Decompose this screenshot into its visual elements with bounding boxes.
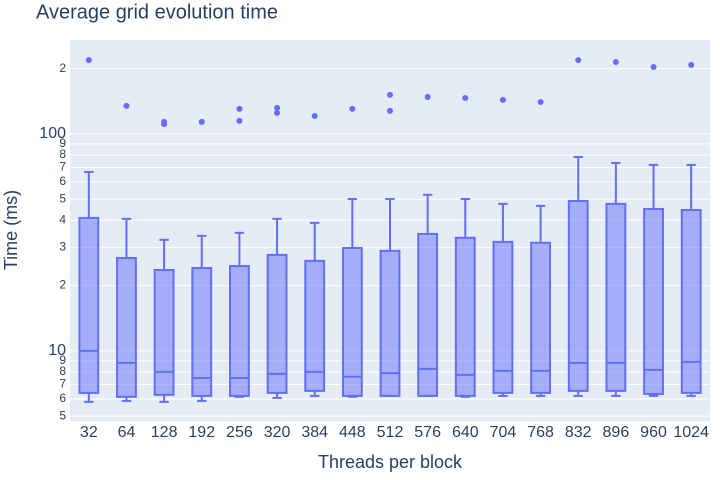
- box: [153, 268, 175, 396]
- x-tick-label: 704: [490, 424, 517, 441]
- box: [567, 199, 589, 392]
- outlier: [537, 99, 544, 106]
- y-tick-label: 9: [59, 353, 66, 367]
- outlier: [575, 57, 582, 64]
- x-tick-label: 448: [339, 424, 366, 441]
- box: [229, 265, 250, 397]
- box: [417, 232, 439, 397]
- outlier: [85, 57, 92, 64]
- outlier: [462, 94, 469, 101]
- box: [341, 246, 363, 397]
- x-tick-label: 576: [414, 424, 441, 441]
- outlier: [161, 121, 168, 128]
- y-tick-label: 100: [39, 125, 66, 142]
- x-tick-label: 896: [603, 424, 630, 441]
- x-tick-label: 1024: [673, 424, 709, 441]
- y-tick-label: 4: [59, 212, 66, 226]
- outlier: [499, 96, 506, 103]
- box: [605, 202, 627, 392]
- outlier: [311, 112, 318, 119]
- x-tick-label: 384: [301, 424, 328, 441]
- box: [379, 249, 401, 397]
- y-tick-label: 5: [59, 191, 66, 205]
- outlier: [688, 62, 695, 69]
- y-tick-label: 8: [59, 364, 66, 378]
- y-tick-label: 3: [59, 240, 66, 254]
- box: [78, 216, 100, 394]
- box: [492, 240, 514, 394]
- box: [266, 253, 288, 394]
- outlier: [424, 93, 431, 100]
- outlier: [198, 118, 205, 125]
- x-tick-label: 128: [151, 424, 178, 441]
- x-tick-label: 960: [640, 424, 667, 441]
- y-tick-label: 9: [59, 136, 66, 150]
- box: [680, 208, 702, 394]
- x-tick-label: 192: [188, 424, 215, 441]
- y-axis-title: Time (ms): [1, 190, 21, 270]
- outlier: [274, 104, 281, 111]
- y-tick-label: 6: [59, 174, 66, 188]
- y-tick-label: 7: [59, 377, 66, 391]
- outlier: [387, 91, 393, 98]
- outlier: [650, 63, 657, 70]
- box: [530, 241, 551, 394]
- x-tick-label: 32: [80, 424, 98, 441]
- y-tick-label: 8: [59, 147, 66, 161]
- x-tick-label: 512: [377, 424, 404, 441]
- outlier: [274, 109, 281, 116]
- outlier: [387, 107, 393, 114]
- x-tick-label: 768: [527, 424, 554, 441]
- x-tick-label: 320: [264, 424, 291, 441]
- box: [304, 259, 326, 392]
- chart-title: Average grid evolution time: [36, 1, 278, 23]
- y-tick-label: 7: [59, 160, 66, 174]
- y-tick-label: 6: [59, 391, 66, 405]
- outlier: [123, 102, 130, 109]
- y-tick-label: 2: [59, 278, 66, 292]
- x-tick-label: 640: [452, 424, 479, 441]
- box: [116, 256, 137, 398]
- y-tick-label: 10: [48, 342, 66, 359]
- y-tick-label: 2: [59, 61, 66, 75]
- outlier: [236, 105, 243, 112]
- outlier: [612, 58, 619, 65]
- x-axis-title: Threads per block: [318, 452, 463, 472]
- outlier: [349, 105, 356, 112]
- x-tick-label: 256: [226, 424, 253, 441]
- x-tick-label: 64: [118, 424, 136, 441]
- x-tick-label: 832: [565, 424, 592, 441]
- outlier: [236, 117, 243, 124]
- box: [191, 266, 213, 397]
- box: [454, 236, 476, 397]
- y-tick-label: 5: [59, 408, 66, 422]
- box: [643, 207, 664, 395]
